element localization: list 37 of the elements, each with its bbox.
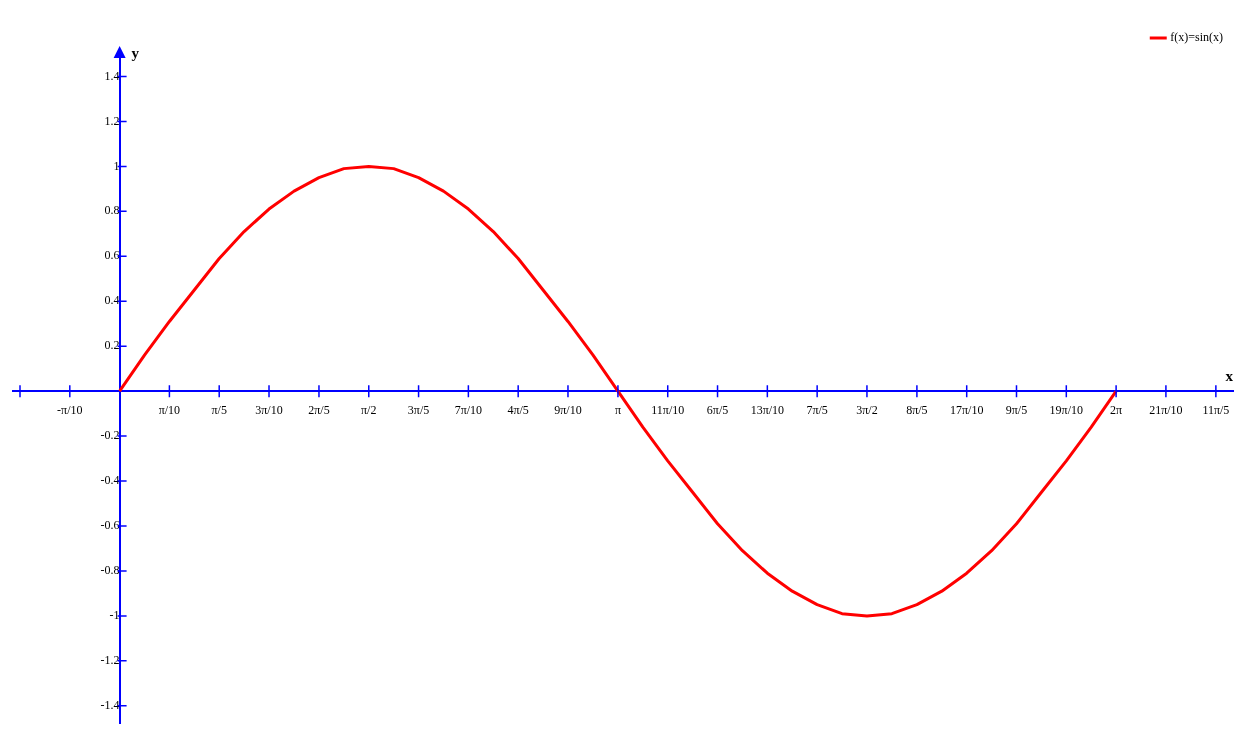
x-tick-label: 17π/10: [950, 402, 984, 417]
x-tick-label: 7π/10: [454, 402, 483, 417]
x-tick-label: 9π/5: [1005, 402, 1028, 417]
y-tick-label: 1.2: [104, 113, 120, 128]
x-tick-label: 3π/10: [255, 402, 283, 417]
y-tick-label: -0.8: [100, 563, 120, 578]
x-tick-label: 8π/5: [906, 402, 928, 417]
y-tick-label: -1.2: [100, 653, 120, 668]
x-tick-label: -π/10: [57, 402, 83, 417]
x-tick-label: 9π/10: [554, 402, 582, 417]
x-tick-label: π/10: [158, 402, 181, 417]
x-tick-label: 3π/5: [407, 402, 430, 417]
y-tick-label: -1: [109, 608, 120, 623]
x-tick-label: 2π: [1110, 402, 1123, 417]
x-tick-label: 4π/5: [507, 402, 529, 417]
x-tick-label: π/2: [361, 402, 377, 417]
x-tick-label: 19π/10: [1049, 402, 1084, 417]
x-axis-title: x: [1225, 368, 1234, 385]
y-axis-title: y: [131, 44, 140, 61]
y-tick-label: 1: [113, 158, 120, 173]
y-tick-label: 0.8: [104, 203, 120, 218]
x-tick-label: 21π/10: [1149, 402, 1183, 417]
y-tick-label: 0.4: [104, 293, 120, 308]
legend-label: f(x)=sin(x): [1170, 30, 1224, 45]
y-tick-label: -0.6: [100, 518, 120, 533]
x-tick-label: 13π/10: [750, 402, 785, 417]
x-tick-label: 2π/5: [308, 402, 330, 417]
x-tick-label: 11π/10: [651, 402, 685, 417]
y-tick-label: -0.2: [100, 428, 120, 443]
x-tick-label: 3π/2: [856, 402, 878, 417]
x-tick-label: π: [614, 402, 621, 417]
x-tick-label: 7π/5: [806, 402, 828, 417]
y-tick-label: 0.6: [104, 248, 120, 263]
x-tick-label: 11π/5: [1202, 402, 1230, 417]
y-tick-label: 0.2: [104, 338, 120, 353]
x-tick-label: π/5: [211, 402, 227, 417]
x-tick-label: 6π/5: [706, 402, 729, 417]
